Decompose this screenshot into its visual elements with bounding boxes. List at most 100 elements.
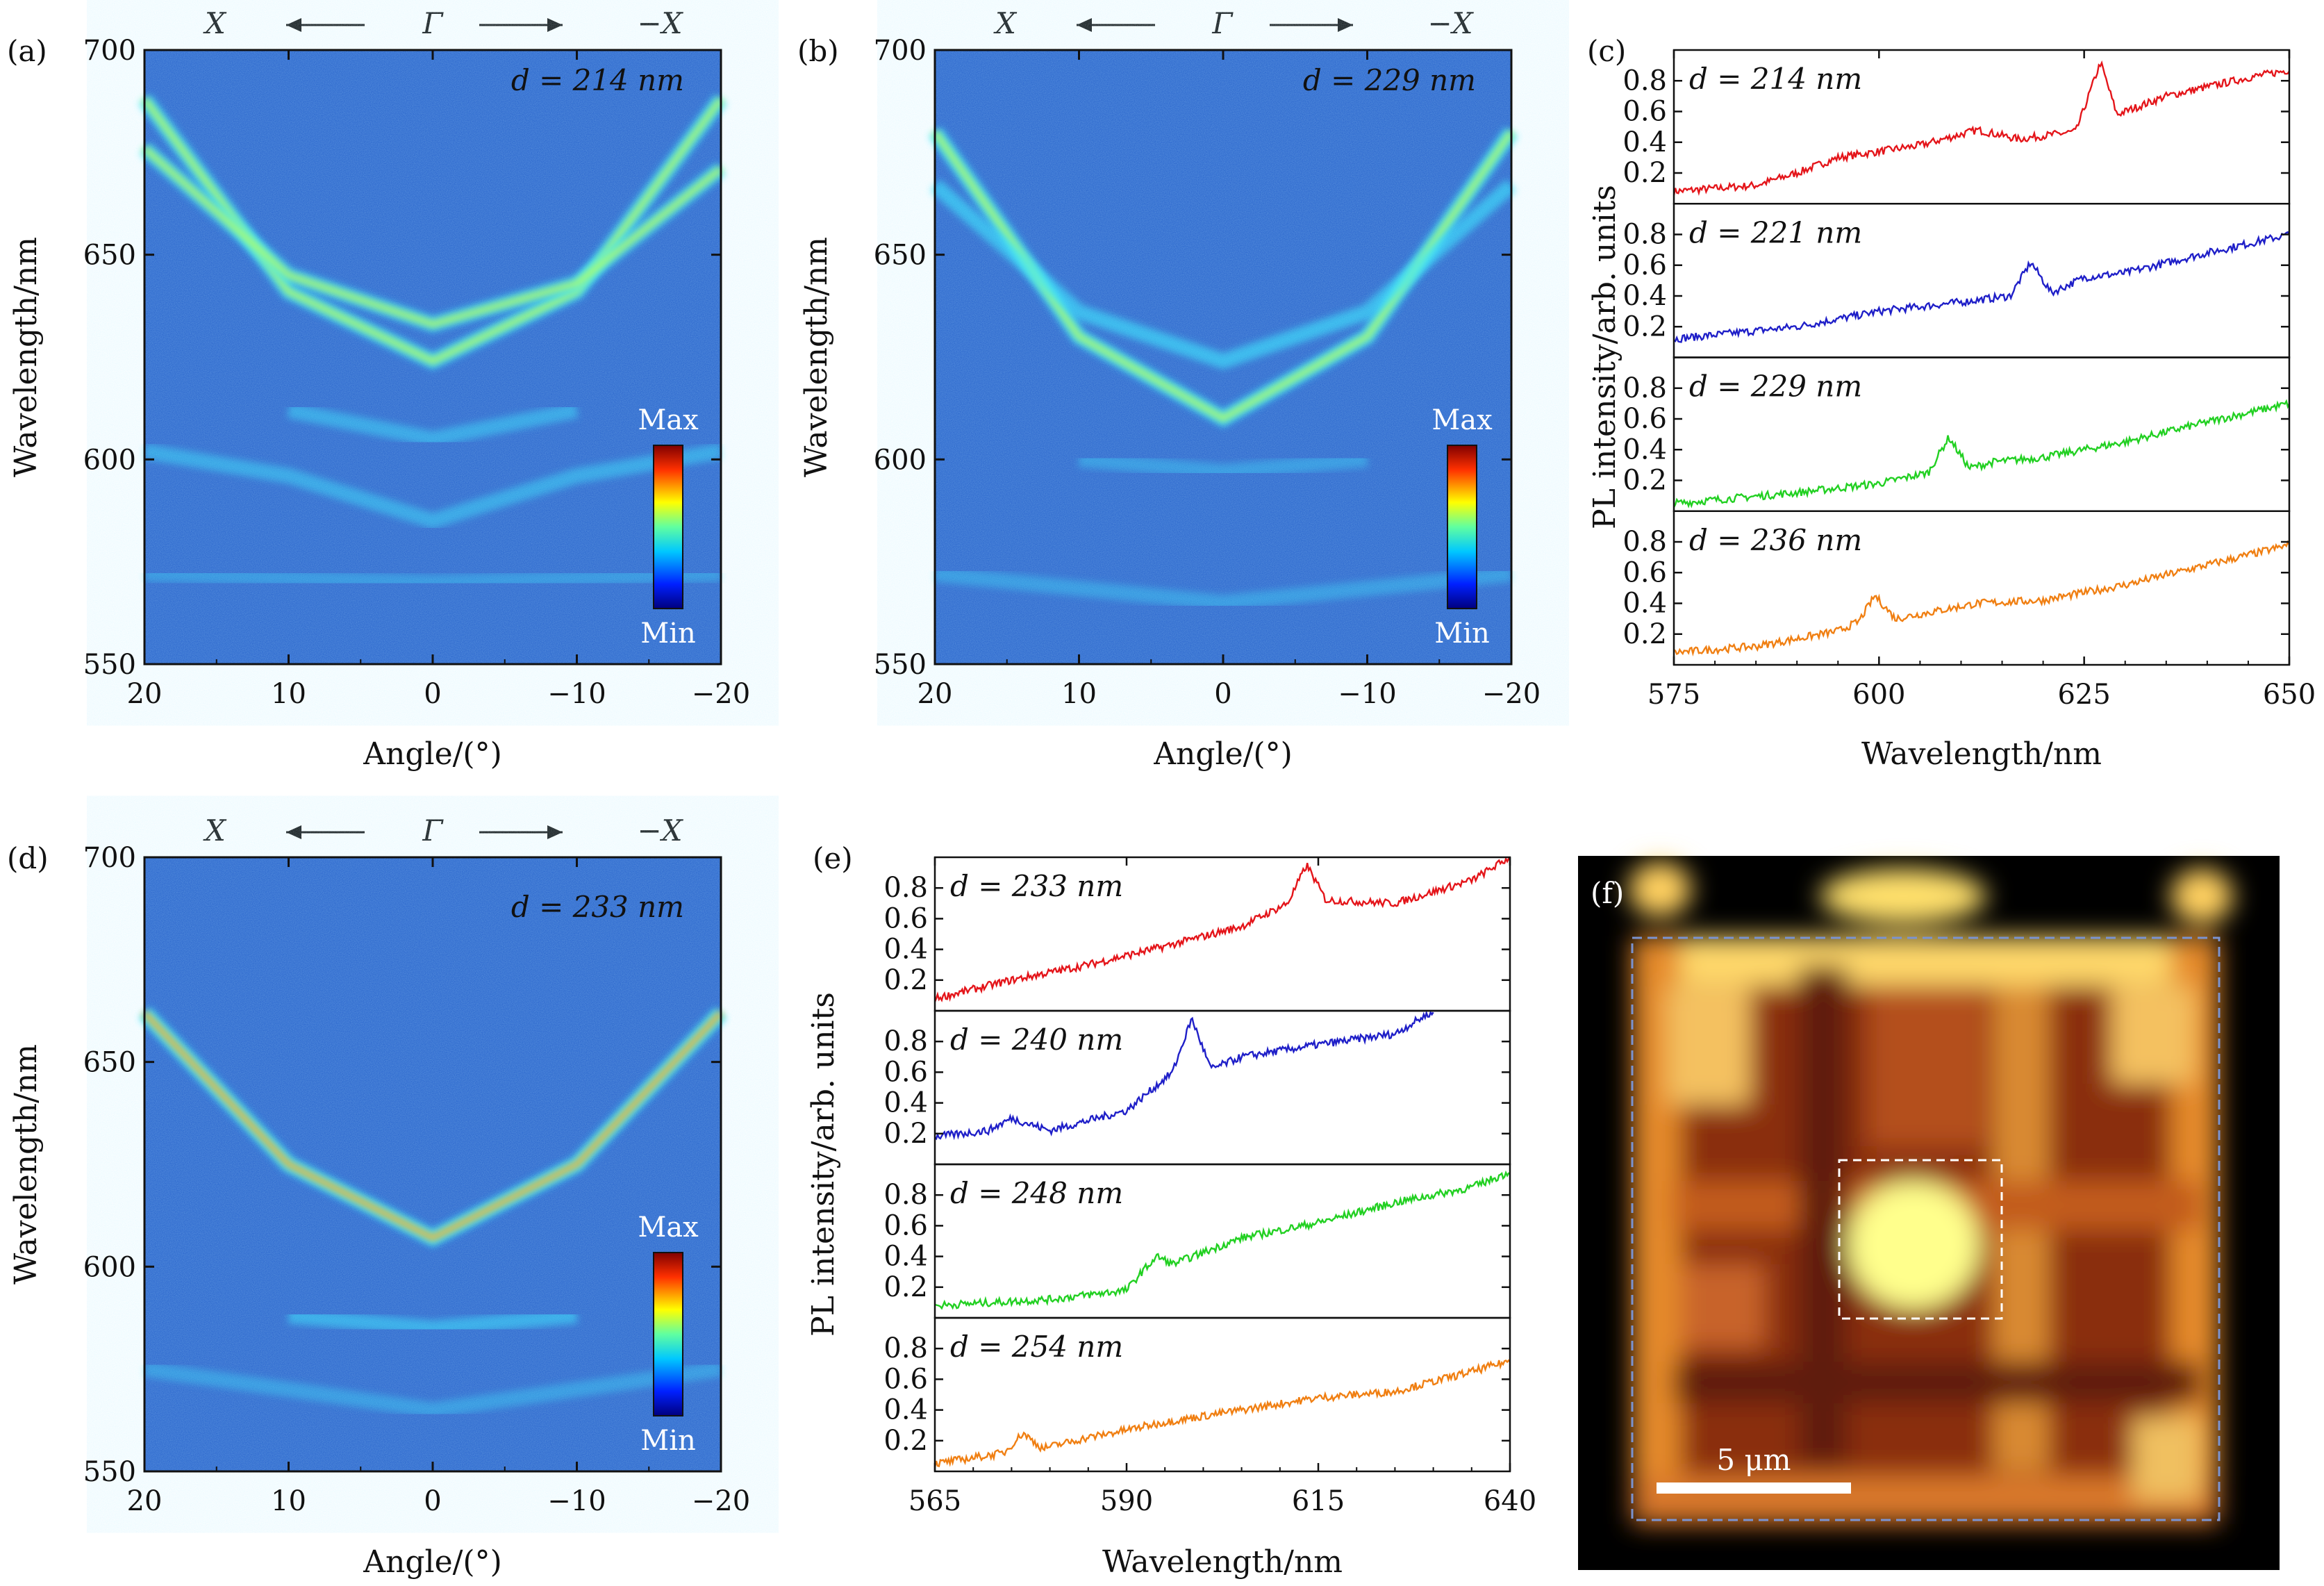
spectrum-line-c-3 [1673,540,2291,656]
y-tick-label-c: 0.6 [1622,249,1667,281]
panel-b-label: (b) [797,34,839,68]
sample-boundary [1631,936,2221,1521]
band-glow-a-3 [143,443,722,529]
y-tick-label-e: 0.8 [883,872,928,904]
panel-a-label: (a) [7,34,47,68]
pl-map-image [1629,861,2233,1524]
y-tick-label-e: 0.6 [883,1363,928,1395]
y-tick-label-a: 700 [83,35,136,67]
y-tick-label-c: 0.4 [1622,433,1667,465]
spectrum-line-e-0 [933,857,1511,1002]
x-tick-label-a: 10 [271,678,306,710]
x-tick-label-c: 575 [1647,679,1700,711]
y-tick-label-e: 0.8 [883,1179,928,1211]
x-tick-label-a: −20 [692,678,750,710]
y-tick-label-d: 700 [83,842,136,874]
y-tick-label-e: 0.2 [883,1271,928,1303]
y-tick-label-e: 0.6 [883,1209,928,1241]
dir-mid-d: Γ [422,813,444,848]
d-label-b: d = 229 nm [1303,63,1476,97]
band-core-a-1 [142,146,723,328]
band-glow-a-2 [287,402,579,447]
direction-arrows-d: X Γ −X [203,813,684,848]
x-tick-label-a: −10 [547,678,606,710]
spectrum-subplot-c-3: 0.80.60.40.2 d = 236 nm [1622,510,2291,666]
y-tick-label-e: 0.6 [883,902,928,934]
band-glow-d-1 [288,1308,578,1336]
dir-right-d: −X [637,813,683,848]
band-glow-b-3 [933,566,1513,611]
x-tick-label-e: 615 [1292,1485,1345,1517]
y-tick-label-d: 600 [83,1251,136,1283]
y-tick-label-b: 600 [874,444,927,476]
y-tick-label-c: 0.4 [1622,280,1667,312]
y-tick-label-e: 0.2 [883,1425,928,1457]
series-label-e-0: d = 233 nm [950,869,1123,903]
y-tick-label-c: 0.6 [1622,556,1667,588]
spectrum-line-c-1 [1673,231,2290,343]
panel-c: (c) 0.80.60.40.2d = 214 nm0.80.60.40.2d … [1587,34,2316,772]
band-glow-a-4 [144,566,722,590]
y-tick-label-d: 650 [83,1047,136,1079]
x-axis-label-d: Angle/(°) [363,1544,502,1580]
x-tick-label-e: 590 [1100,1485,1153,1517]
series-label-e-3: d = 254 nm [950,1330,1123,1364]
x-tick-label-d: −20 [692,1485,750,1517]
y-tick-label-e: 0.6 [883,1056,928,1088]
panel-f-label: (f) [1591,876,1624,910]
dir-mid-a: Γ [422,6,444,40]
series-label-c-3: d = 236 nm [1689,523,1862,557]
cbar-max-a: Max [638,404,699,436]
spectrum-line-e-2 [934,1170,1511,1310]
panel-d-label: (d) [7,841,49,875]
band-glow-d-2 [143,1361,722,1418]
spectrum-subplot-e-1: 0.80.60.40.2 d = 240 nm [883,1009,1511,1166]
cbar-min-d: Min [640,1425,696,1457]
spectrum-subplot-e-0: 0.80.60.40.2 d = 233 nm [883,856,1511,1012]
dir-mid-b: Γ [1211,6,1234,40]
cbar-max-b: Max [1431,404,1493,436]
y-tick-label-a: 650 [83,240,136,272]
y-axis-label-d: Wavelength/nm [8,1044,44,1285]
scale-bar [1657,1482,1851,1494]
y-tick-label-c: 0.2 [1622,618,1667,650]
y-tick-label-d: 550 [83,1456,136,1488]
spectrum-subplot-e-3: 0.80.60.40.2 d = 254 nm [883,1316,1511,1473]
series-label-c-1: d = 221 nm [1689,215,1862,249]
y-axis-label-a: Wavelength/nm [8,237,44,477]
y-tick-label-c: 0.2 [1622,157,1667,189]
y-tick-label-c: 0.6 [1622,96,1667,128]
x-tick-label-b: 20 [918,678,953,710]
y-axis-label-e: PL intensity/arb. units [806,992,841,1337]
direction-arrows-b: X Γ −X [993,6,1475,40]
spectrum-line-c-2 [1673,399,2291,509]
scale-bar-label: 5 μm [1716,1443,1791,1477]
cbar-min-a: Min [640,618,696,650]
y-tick-label-e: 0.4 [883,1394,928,1426]
spectrum-subplot-c-0: 0.80.60.40.2 d = 214 nm [1622,49,2291,205]
y-tick-label-c: 0.4 [1622,588,1667,620]
panel-d: (d) X Γ −X d = 233 nm Max Min 20 10 0 −10 −2… [7,813,750,1580]
x-axis-label-e: Wavelength/nm [1102,1544,1343,1580]
y-tick-label-e: 0.2 [883,964,928,996]
y-tick-label-c: 0.8 [1622,526,1667,558]
y-tick-label-e: 0.8 [883,1332,928,1364]
cavity-highlight-box [1838,1159,2003,1320]
d-label-a: d = 214 nm [511,63,684,97]
panel-a: (a) X Γ −X d = 214 nm Max Min 20 10 0 −10 −2… [7,6,750,772]
x-tick-label-d: −10 [547,1485,606,1517]
x-tick-label-b: 0 [1214,678,1231,710]
series-label-c-2: d = 229 nm [1689,370,1862,404]
series-label-e-1: d = 240 nm [950,1023,1123,1057]
y-tick-label-b: 550 [874,649,927,681]
y-tick-label-c: 0.8 [1622,372,1667,404]
panel-c-label: (c) [1587,34,1626,68]
y-tick-label-e: 0.4 [883,1241,928,1273]
x-tick-label-e: 640 [1484,1485,1536,1517]
colorbar-d: Max Min [638,1212,699,1457]
y-tick-label-e: 0.8 [883,1025,928,1057]
dir-left-d: X [203,813,227,848]
y-tick-label-c: 0.8 [1622,219,1667,251]
colorbar-a: Max Min [638,404,699,650]
